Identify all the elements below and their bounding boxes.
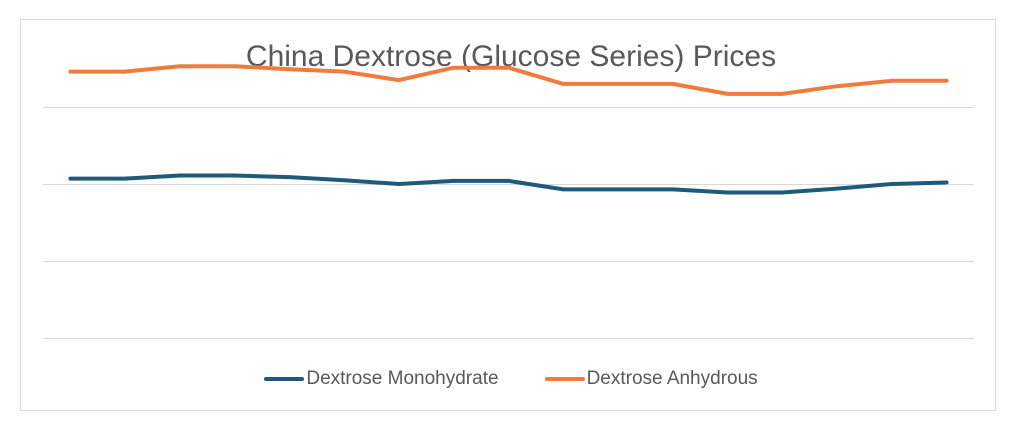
series-line-dextrose-monohydrate[interactable] bbox=[68, 173, 949, 195]
legend-label-anhydrous: Dextrose Anhydrous bbox=[586, 368, 758, 389]
legend-label-monohydrate: Dextrose Monohydrate bbox=[306, 368, 499, 389]
legend-item-monohydrate[interactable]: Dextrose Monohydrate bbox=[264, 368, 499, 390]
legend-swatch-anhydrous bbox=[544, 377, 585, 381]
series-line-dextrose-anhydrous[interactable] bbox=[68, 64, 949, 96]
series-lines bbox=[68, 64, 949, 195]
legend-swatch-monohydrate bbox=[264, 377, 305, 381]
gridlines bbox=[43, 107, 974, 339]
chart-frame bbox=[20, 19, 996, 411]
legend: Dextrose Monohydrate Dextrose Anhydrous bbox=[0, 368, 1022, 390]
legend-item-anhydrous[interactable]: Dextrose Anhydrous bbox=[544, 368, 758, 390]
